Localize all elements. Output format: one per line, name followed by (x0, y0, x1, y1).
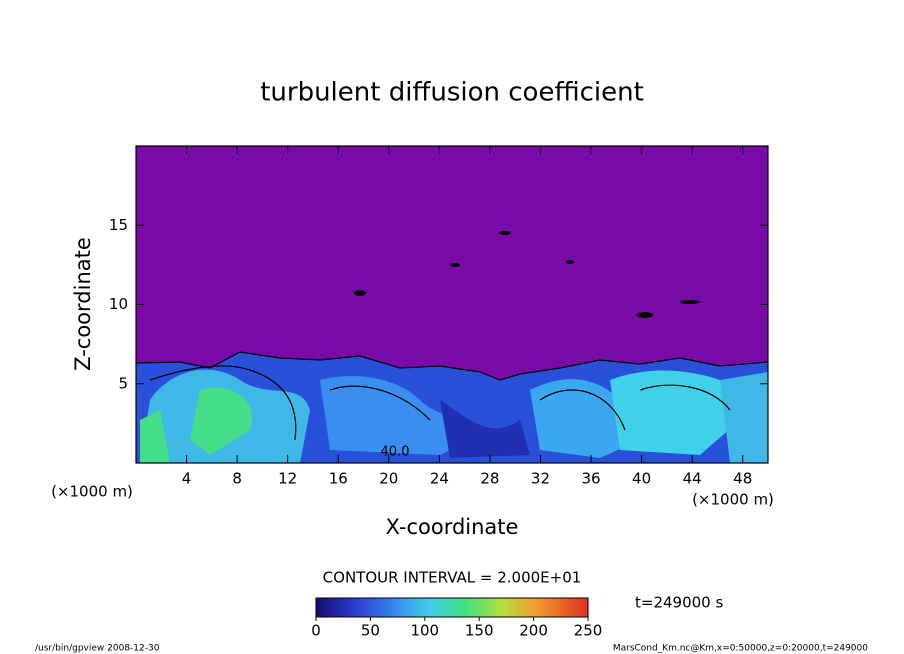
x-tick-label: 36 (581, 470, 600, 488)
chart-title: turbulent diffusion coefficient (260, 78, 644, 108)
colorbar-tick-label: 50 (361, 622, 380, 640)
x-tick-label: 28 (480, 470, 499, 488)
colorbar-tick-label: 100 (410, 622, 439, 640)
contour-interval: CONTOUR INTERVAL = 2.000E+01 (323, 569, 582, 587)
x-tick-label: 40 (632, 470, 651, 488)
y-tick-label: 5 (118, 374, 128, 392)
colorbar (315, 597, 589, 618)
time-label: t=249000 s (635, 594, 723, 612)
x-unit: (×1000 m) (692, 491, 774, 509)
colorbar-tick-label: 150 (465, 622, 494, 640)
footer-right: MarsCond_Km.nc@Km,x=0:50000,z=0:20000,t=… (613, 644, 868, 654)
y-tick-label: 10 (109, 295, 128, 313)
y-unit: (×1000 m) (51, 483, 133, 501)
x-tick-label: 32 (531, 470, 550, 488)
x-tick-label: 24 (430, 470, 449, 488)
x-tick-label: 12 (278, 470, 297, 488)
x-axis-title: X-coordinate (386, 515, 519, 539)
x-tick-label: 4 (182, 470, 192, 488)
y-tick-label: 15 (109, 216, 128, 234)
x-tick-label: 16 (329, 470, 348, 488)
y-axis-title: Z-coordinate (71, 237, 95, 371)
colorbar-tick-label: 0 (311, 622, 321, 640)
colorbar-tick-label: 200 (519, 622, 548, 640)
x-tick-label: 20 (379, 470, 398, 488)
contour-label: 40.0 (381, 445, 410, 460)
x-tick-label: 8 (232, 470, 242, 488)
x-tick-label: 44 (683, 470, 702, 488)
colorbar-tick-label: 250 (574, 622, 603, 640)
x-tick-label: 48 (733, 470, 752, 488)
footer-left: /usr/bin/gpview 2008-12-30 (35, 644, 160, 654)
contour-field (136, 146, 768, 463)
